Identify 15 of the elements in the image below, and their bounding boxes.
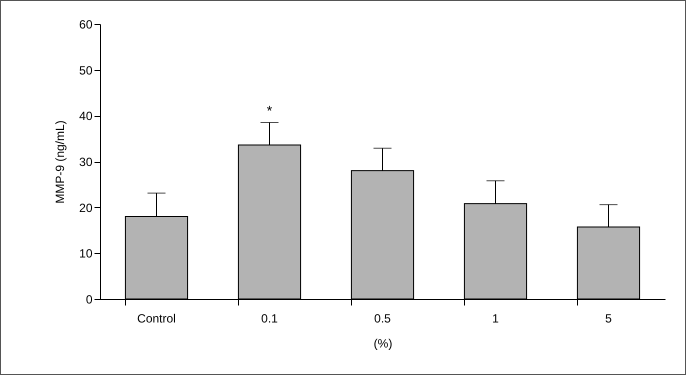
x-tick-label: 0.1 xyxy=(261,312,278,326)
y-axis-title: MMP-9 (ng/mL) xyxy=(53,120,68,204)
y-tick-label: 10 xyxy=(79,246,93,261)
annotation: * xyxy=(266,102,273,119)
y-tick-label: 60 xyxy=(79,18,93,32)
x-tick-label: 1 xyxy=(492,312,500,326)
y-tick-label: 40 xyxy=(79,109,93,124)
y-tick-label: 50 xyxy=(79,63,93,78)
y-tick-label: 0 xyxy=(86,292,93,306)
x-axis-title: (%) xyxy=(374,336,392,350)
x-tick-label: 5 xyxy=(605,312,612,326)
y-tick-label: 20 xyxy=(79,200,93,215)
y-tick-label: 30 xyxy=(79,155,93,169)
x-tick-label: Control xyxy=(137,312,176,326)
x-tick-label: 0.5 xyxy=(374,312,392,326)
